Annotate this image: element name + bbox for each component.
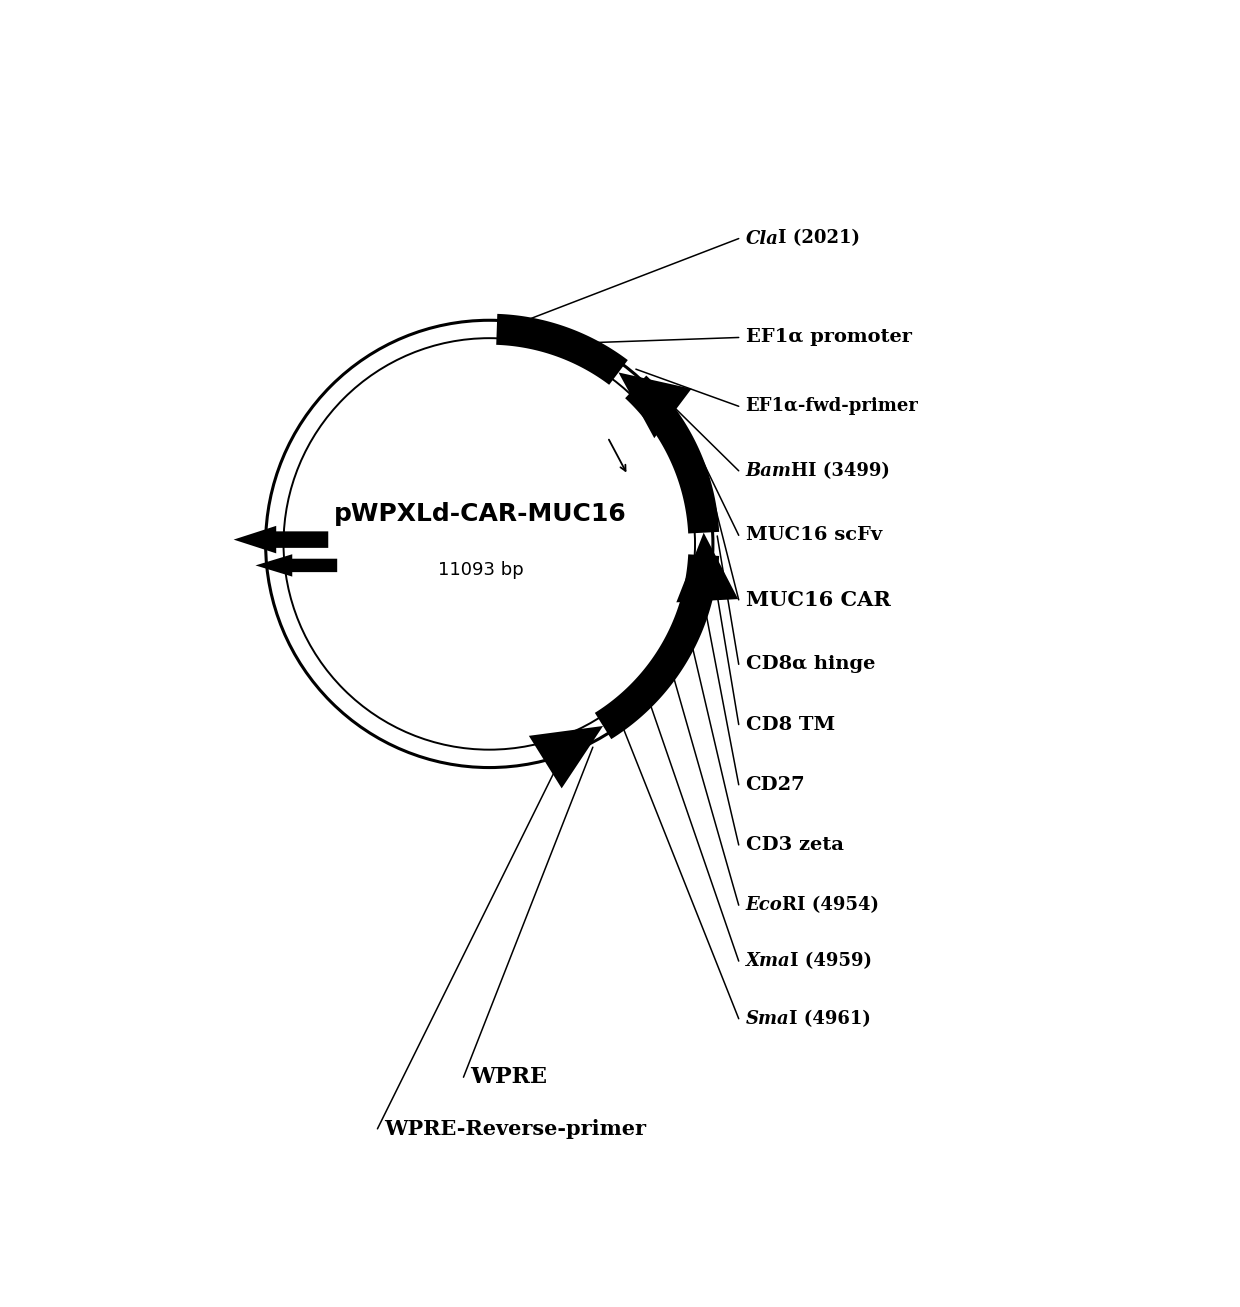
Text: EF1α promoter: EF1α promoter: [745, 328, 911, 346]
Text: RI (4954): RI (4954): [782, 897, 879, 914]
Polygon shape: [255, 554, 337, 576]
Text: pWPXLd-CAR-MUC16: pWPXLd-CAR-MUC16: [335, 502, 627, 525]
Text: CD8 TM: CD8 TM: [745, 715, 835, 733]
Polygon shape: [496, 314, 627, 384]
Text: Eco: Eco: [745, 897, 782, 914]
Text: WPRE-Reverse-primer: WPRE-Reverse-primer: [384, 1119, 646, 1138]
Polygon shape: [676, 533, 738, 603]
Text: I (4959): I (4959): [790, 951, 872, 970]
Text: CD8α hinge: CD8α hinge: [745, 655, 875, 673]
Text: CD27: CD27: [745, 776, 805, 793]
Text: MUC16 scFv: MUC16 scFv: [745, 527, 882, 544]
Polygon shape: [529, 725, 603, 788]
Text: EF1α-fwd-primer: EF1α-fwd-primer: [745, 397, 919, 416]
Text: WPRE: WPRE: [470, 1067, 547, 1089]
Text: 11093 bp: 11093 bp: [438, 561, 523, 579]
Text: HI (3499): HI (3499): [791, 461, 890, 480]
Text: I (4961): I (4961): [789, 1010, 872, 1027]
Polygon shape: [619, 372, 692, 438]
Text: CD3 zeta: CD3 zeta: [745, 836, 843, 853]
Text: MUC16 CAR: MUC16 CAR: [745, 589, 890, 610]
Polygon shape: [595, 554, 719, 740]
Text: Cla: Cla: [745, 230, 779, 247]
Polygon shape: [233, 525, 329, 553]
Text: Xma: Xma: [745, 951, 790, 970]
Polygon shape: [625, 375, 719, 533]
Text: I (2021): I (2021): [779, 230, 861, 247]
Text: Bam: Bam: [745, 461, 791, 480]
Text: Sma: Sma: [745, 1010, 789, 1027]
